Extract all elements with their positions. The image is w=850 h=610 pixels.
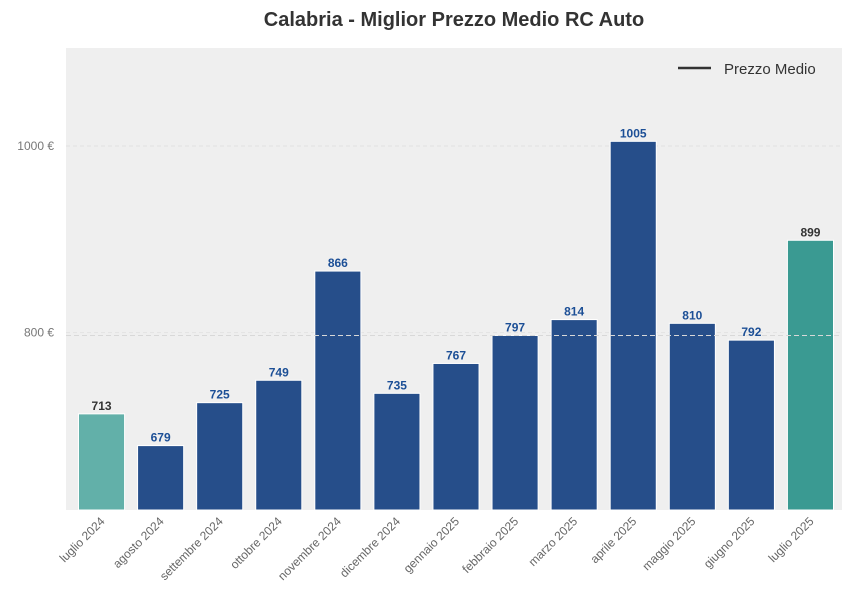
x-tick-label: settembre 2024 [157, 514, 226, 583]
bar [137, 445, 185, 511]
x-tick-label: dicembre 2024 [337, 514, 403, 580]
value-label: 866 [328, 256, 348, 270]
value-label: 1005 [620, 126, 647, 140]
x-tick-label: novembre 2024 [275, 514, 344, 583]
value-label: 713 [92, 399, 112, 413]
value-label: 749 [269, 365, 289, 379]
x-tick-label: agosto 2024 [110, 514, 167, 571]
x-tick-label: febbraio 2025 [459, 514, 521, 576]
value-label: 797 [505, 320, 525, 334]
bar [314, 270, 362, 511]
bar [609, 140, 657, 511]
x-tick-label: giugno 2025 [701, 514, 758, 571]
value-label: 792 [741, 325, 761, 339]
value-label: 679 [151, 431, 171, 445]
chart-title: Calabria - Miglior Prezzo Medio RC Auto [264, 9, 644, 31]
bar [432, 362, 480, 511]
value-label: 814 [564, 305, 584, 319]
y-axis: 800 € 1000 € [17, 139, 54, 340]
x-tick-label: luglio 2025 [766, 514, 817, 565]
bar [255, 379, 303, 511]
value-labels: 713 679 725 749 866 735 767 797 814 1005 810 792 899 [92, 126, 821, 444]
x-tick-label: ottobre 2024 [227, 514, 285, 572]
legend-label: Prezzo Medio [724, 61, 816, 78]
value-label: 735 [387, 378, 407, 392]
value-label: 810 [682, 308, 702, 322]
legend: Prezzo Medio [678, 61, 816, 78]
y-tick-label: 800 € [24, 326, 54, 340]
bar [786, 239, 835, 511]
x-tick-label: gennaio 2025 [401, 514, 463, 576]
value-label: 725 [210, 388, 230, 402]
bar [196, 402, 244, 511]
x-tick-label: maggio 2025 [639, 514, 698, 573]
bar [668, 322, 716, 511]
bar [491, 334, 539, 511]
bar [373, 392, 421, 511]
x-tick-label: luglio 2024 [57, 514, 108, 565]
bar [77, 413, 126, 511]
bar [727, 339, 775, 511]
value-label: 767 [446, 348, 466, 362]
value-label: 899 [800, 225, 820, 239]
x-tick-label: aprile 2025 [587, 514, 639, 566]
y-tick-label: 1000 € [17, 139, 54, 153]
bar [550, 319, 598, 511]
bars-layer [77, 140, 835, 511]
x-tick-label: marzo 2025 [526, 514, 581, 569]
